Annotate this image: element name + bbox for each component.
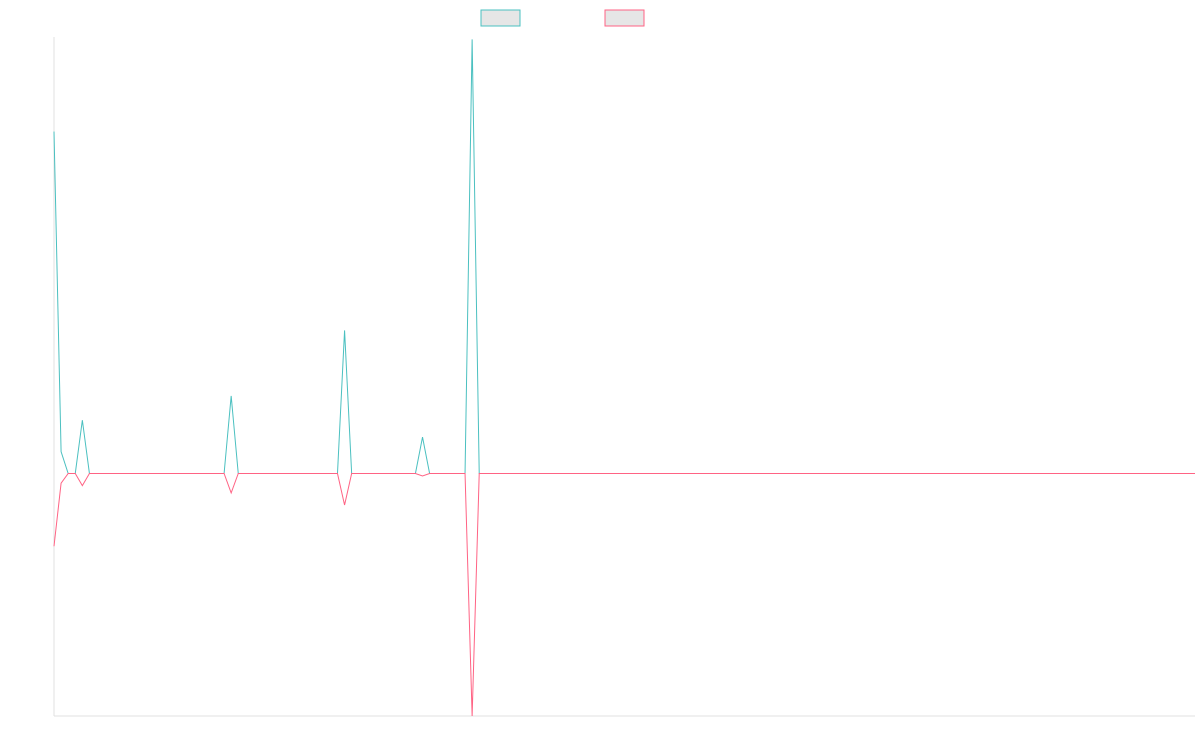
legend (480, 9, 645, 27)
series-line-1 (53, 39, 1195, 474)
series-layer (53, 39, 1195, 717)
legend-swatch-2[interactable] (604, 9, 645, 27)
axes (53, 37, 1195, 717)
series-line-2 (53, 473, 1195, 717)
legend-swatch-1[interactable] (480, 9, 521, 27)
